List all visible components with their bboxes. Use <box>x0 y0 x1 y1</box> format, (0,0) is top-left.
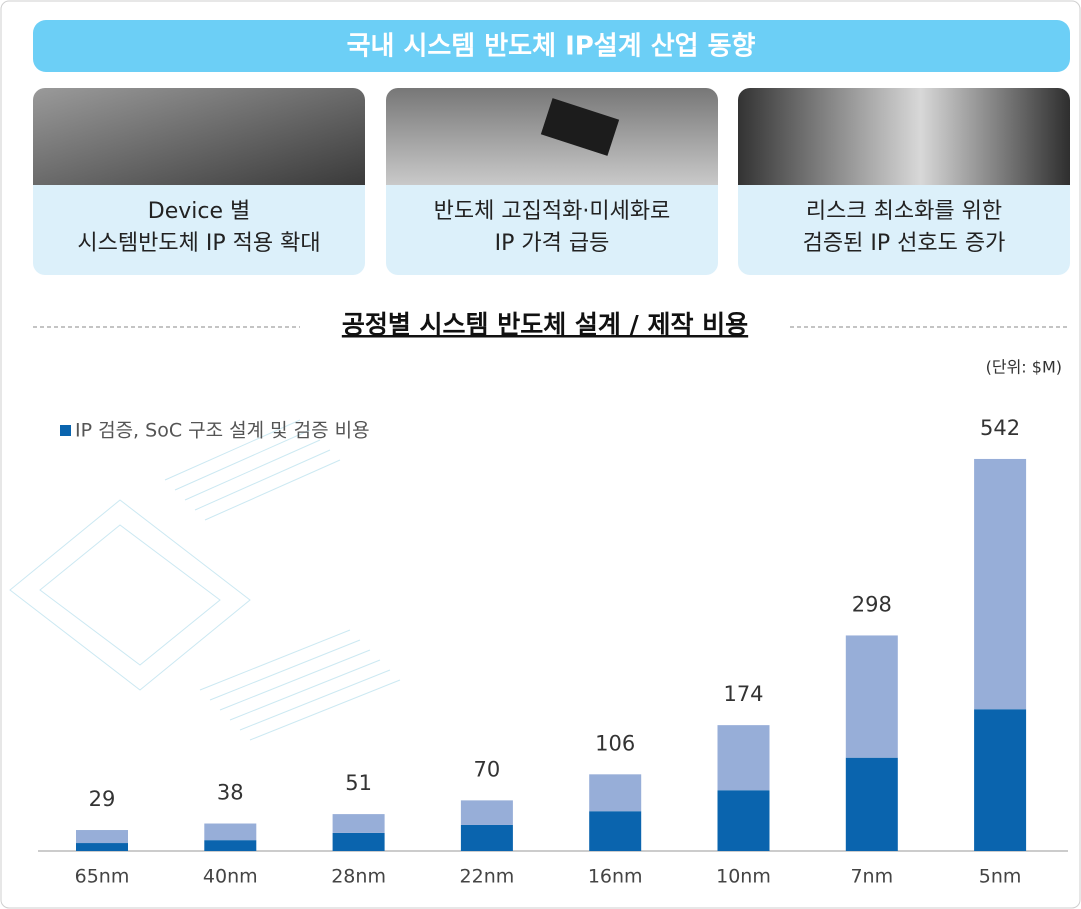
bar-segment <box>204 840 256 851</box>
x-tick-label: 16nm <box>588 866 643 888</box>
x-tick-label: 10nm <box>716 866 771 888</box>
card-text: 리스크 최소화를 위한 <box>806 199 1002 224</box>
x-tick-label: 22nm <box>460 866 515 888</box>
value-label: 38 <box>217 781 244 805</box>
x-tick-label: 65nm <box>75 866 130 888</box>
x-tick-label: 5nm <box>979 866 1022 888</box>
bar-segment <box>589 774 641 811</box>
bar-segment <box>333 814 385 833</box>
bar-segment <box>718 725 770 790</box>
value-label: 106 <box>595 731 635 755</box>
legend-label: IP 검증, SoC 구조 설계 및 검증 비용 <box>75 420 370 442</box>
value-label: 70 <box>474 757 501 781</box>
value-label: 174 <box>723 682 763 706</box>
bar-segment <box>461 800 513 825</box>
value-label: 29 <box>89 787 116 811</box>
value-label: 542 <box>980 416 1020 440</box>
x-tick-label: 40nm <box>203 866 258 888</box>
x-tick-label: 28nm <box>331 866 386 888</box>
bar-segment <box>204 824 256 841</box>
card-text: 검증된 IP 선호도 증가 <box>803 231 1006 256</box>
bar-segment <box>76 843 128 851</box>
bar-segment <box>974 709 1026 851</box>
card-text: 시스템반도체 IP 적용 확대 <box>77 231 320 256</box>
bar-segment <box>76 830 128 843</box>
x-tick-label: 7nm <box>850 866 893 888</box>
card-text: Device 별 <box>148 199 250 224</box>
value-label: 51 <box>345 771 372 795</box>
bar-segment <box>846 758 898 851</box>
header-title: 국내 시스템 반도체 IP설계 산업 동향 <box>347 32 756 62</box>
page: 국내 시스템 반도체 IP설계 산업 동향 공정별 시스템 반도체 설계 / 제… <box>0 0 1081 909</box>
card-text: IP 가격 급등 <box>495 231 610 256</box>
legend-swatch <box>60 425 71 436</box>
chart-title: 공정별 시스템 반도체 설계 / 제작 비용 <box>342 310 748 339</box>
value-label: 298 <box>852 592 892 616</box>
bar-segment <box>846 635 898 757</box>
card-image <box>738 88 1070 185</box>
unit-label: (단위: $M) <box>986 358 1062 377</box>
card-text: 반도체 고집적화·미세화로 <box>434 199 671 224</box>
bar-segment <box>589 811 641 851</box>
card-image <box>33 88 365 185</box>
bar-segment <box>461 825 513 851</box>
bar-segment <box>718 790 770 851</box>
bar-segment <box>333 833 385 851</box>
bar-segment <box>974 459 1026 709</box>
